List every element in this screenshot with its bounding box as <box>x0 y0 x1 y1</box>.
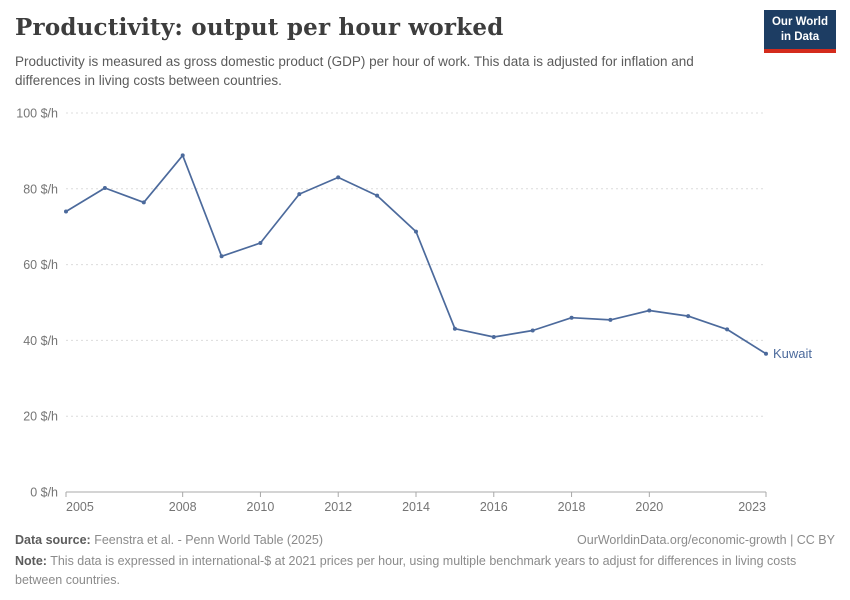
page-title: Productivity: output per hour worked <box>15 14 504 41</box>
data-point <box>414 229 418 234</box>
data-point <box>530 328 535 333</box>
data-point <box>219 254 224 259</box>
data-point <box>297 192 302 197</box>
owid-logo-line2: in Data <box>780 30 820 43</box>
data-point <box>180 153 185 158</box>
y-tick-label: 100 $/h <box>16 107 58 121</box>
data-point <box>647 308 652 313</box>
data-point <box>764 351 768 356</box>
series-label-kuwait: Kuwait <box>773 346 812 361</box>
data-point <box>452 326 457 331</box>
y-tick-label: 80 $/h <box>23 182 58 196</box>
x-tick-label: 2016 <box>480 500 508 514</box>
chart-area: 0 $/h 20 $/h 40 $/h 60 $/h 80 $/h 100 $/h 2005… <box>0 100 850 530</box>
x-tick-label: 2005 <box>66 500 94 514</box>
data-point <box>375 193 380 198</box>
x-tick-label: 2018 <box>558 500 586 514</box>
x-tick-label: 2010 <box>247 500 275 514</box>
data-source-value: Feenstra et al. - Penn World Table (2025… <box>90 533 324 547</box>
data-point <box>102 186 107 190</box>
x-tick-label: 2012 <box>324 500 352 514</box>
x-tick-label: 2023 <box>738 500 766 514</box>
data-point <box>258 241 263 245</box>
note-line: Note: This data is expressed in internat… <box>15 552 837 590</box>
note-value: This data is expressed in international-… <box>15 553 797 587</box>
data-point <box>64 209 68 214</box>
data-source-label: Data source: <box>15 533 91 547</box>
line-chart-canvas: 0 $/h 20 $/h 40 $/h 60 $/h 80 $/h 100 $/h 2005… <box>16 107 812 515</box>
kuwait-line-series <box>65 154 767 355</box>
note-label: Note: <box>15 553 47 568</box>
data-point <box>608 317 613 322</box>
y-tick-label: 40 $/h <box>23 334 58 348</box>
owid-logo: Our World in Data <box>763 10 836 53</box>
data-point <box>569 315 574 320</box>
x-tick-label: 2014 <box>402 500 430 514</box>
data-point <box>725 327 730 332</box>
y-tick-label: 60 $/h <box>23 258 58 272</box>
y-tick-label: 0 $/h <box>30 486 58 500</box>
owid-url-link[interactable]: OurWorldinData.org/economic-growth | CC … <box>577 533 835 547</box>
x-tick-label: 2008 <box>169 500 197 514</box>
chart-footer: Data source: Feenstra et al. - Penn Worl… <box>15 531 835 589</box>
owid-logo-line1: Our World <box>771 16 828 28</box>
data-point <box>491 335 496 339</box>
data-point <box>336 175 341 180</box>
x-tick-label: 2020 <box>635 500 663 514</box>
chart-subtitle: Productivity is measured as gross domest… <box>15 54 694 89</box>
data-point <box>686 314 691 319</box>
data-source-line: Data source: Feenstra et al. - Penn Worl… <box>15 531 323 550</box>
data-point <box>141 200 146 205</box>
y-tick-label: 20 $/h <box>23 410 58 424</box>
